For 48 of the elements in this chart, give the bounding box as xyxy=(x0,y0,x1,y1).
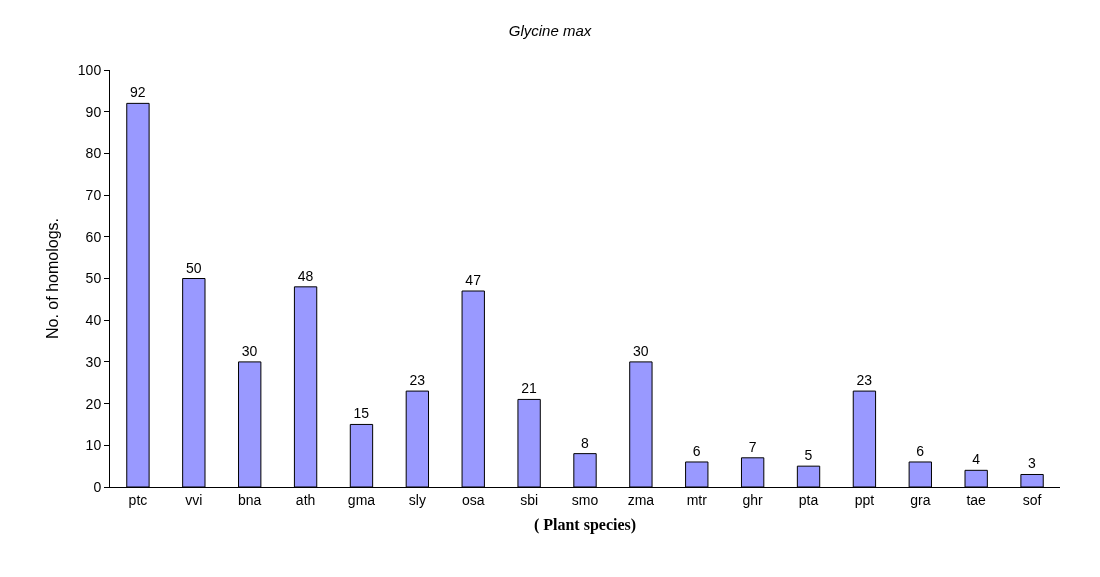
x-tick-label: smo xyxy=(571,491,599,508)
y-tick-label: 10 xyxy=(85,437,102,454)
data-label: 6 xyxy=(692,442,701,459)
x-tick-label: ghr xyxy=(742,491,764,508)
y-tick-label: 90 xyxy=(85,103,102,120)
x-axis-title: ( Plant species) xyxy=(533,516,637,535)
x-tick-label: zma xyxy=(627,491,655,508)
y-tick-label: 50 xyxy=(85,270,102,287)
data-label: 7 xyxy=(748,438,757,455)
y-tick-label: 40 xyxy=(85,312,102,329)
chart-title: Glycine max xyxy=(508,22,592,40)
y-tick-label: 20 xyxy=(85,395,102,412)
x-tick-label: sof xyxy=(1022,491,1042,508)
data-label: 30 xyxy=(241,342,258,359)
data-label: 23 xyxy=(409,372,426,389)
data-label: 5 xyxy=(804,447,813,464)
data-label: 50 xyxy=(185,259,202,276)
data-label: 8 xyxy=(581,434,589,451)
x-tick-label: osa xyxy=(461,491,485,508)
data-label: 92 xyxy=(130,84,146,101)
x-tick-label: sbi xyxy=(520,491,539,508)
y-tick-label: 30 xyxy=(85,353,102,370)
x-tick-label: vvi xyxy=(185,491,203,508)
data-label: 6 xyxy=(916,442,925,459)
y-axis-title: No. of homologs. xyxy=(43,218,61,339)
data-label: 15 xyxy=(353,405,370,422)
y-tick-label: 70 xyxy=(85,187,102,203)
x-tick-label: bna xyxy=(238,491,262,508)
x-tick-label: mtr xyxy=(686,491,708,508)
data-label: 21 xyxy=(521,380,538,397)
data-label: 23 xyxy=(856,372,873,389)
x-tick-label: gra xyxy=(910,491,931,508)
data-label: 30 xyxy=(632,342,649,359)
y-tick-label: 0 xyxy=(93,478,102,495)
data-label: 47 xyxy=(465,272,482,289)
data-label: 48 xyxy=(297,267,314,284)
y-tick-label: 100 xyxy=(77,61,102,78)
x-tick-label: ath xyxy=(295,491,316,508)
x-tick-label: ptc xyxy=(128,491,148,508)
x-tick-label: pta xyxy=(798,491,819,508)
x-tick-label: sly xyxy=(408,491,426,508)
y-tick-label: 80 xyxy=(85,145,102,162)
data-label: 3 xyxy=(1028,455,1037,472)
data-label: 4 xyxy=(972,451,981,468)
y-tick-label: 60 xyxy=(85,228,102,245)
x-tick-label: ppt xyxy=(854,491,875,508)
x-tick-label: tae xyxy=(966,491,987,508)
x-tick-label: gma xyxy=(347,491,376,508)
